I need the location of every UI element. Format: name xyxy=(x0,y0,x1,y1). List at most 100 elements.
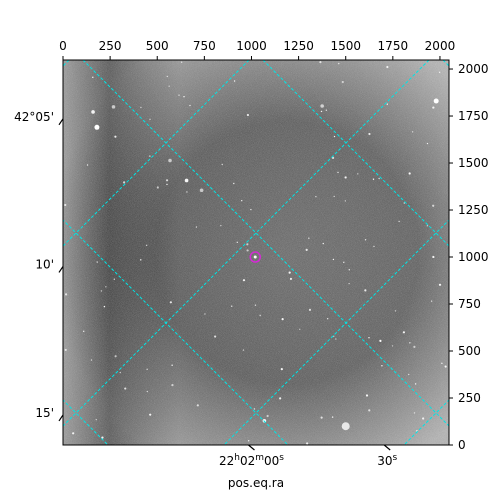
star xyxy=(402,331,406,334)
star xyxy=(343,261,345,264)
star xyxy=(233,182,235,185)
star xyxy=(322,242,324,245)
star xyxy=(114,355,117,358)
star xyxy=(373,245,375,248)
star xyxy=(281,318,284,321)
star xyxy=(166,75,168,78)
star xyxy=(86,164,89,166)
star xyxy=(430,300,433,302)
star xyxy=(92,76,94,78)
star xyxy=(156,186,159,189)
star xyxy=(391,345,394,347)
grid-line-dec xyxy=(223,219,449,445)
star xyxy=(246,113,250,117)
star xyxy=(441,362,443,365)
star xyxy=(91,110,95,114)
star xyxy=(82,330,85,332)
right-tick-label: 500 xyxy=(458,344,481,358)
star xyxy=(333,135,336,138)
top-tick-label: 1000 xyxy=(236,39,267,53)
star xyxy=(320,104,324,108)
star xyxy=(171,364,173,366)
star xyxy=(113,278,116,280)
star xyxy=(254,304,257,306)
star xyxy=(379,339,382,342)
star xyxy=(408,172,411,175)
star xyxy=(195,226,198,228)
star xyxy=(114,135,117,138)
star xyxy=(409,342,411,344)
right-tick-label: 1750 xyxy=(458,109,489,123)
star xyxy=(386,65,389,69)
top-tick-label: 500 xyxy=(146,39,169,53)
star xyxy=(168,85,170,87)
top-tick-label: 1250 xyxy=(283,39,314,53)
star xyxy=(326,318,329,320)
star xyxy=(308,237,310,239)
ra-tick xyxy=(248,444,255,451)
star xyxy=(140,106,142,109)
star xyxy=(320,416,323,419)
star xyxy=(432,106,435,109)
star xyxy=(408,373,410,376)
star xyxy=(365,394,369,397)
star xyxy=(168,158,172,163)
star xyxy=(242,279,246,282)
star xyxy=(364,289,367,292)
star xyxy=(124,387,127,390)
star xyxy=(90,359,93,361)
top-tick-label: 2000 xyxy=(425,39,456,53)
dec-tick-label: 42°05' xyxy=(14,110,54,124)
star xyxy=(337,171,339,174)
star xyxy=(169,301,172,304)
star xyxy=(180,61,183,63)
world-coordinate-ticks: 22h02m00s 30s 42°05' 10' 15' xyxy=(14,110,397,468)
star xyxy=(306,442,309,445)
star xyxy=(178,94,180,96)
star xyxy=(426,142,429,145)
star xyxy=(149,413,152,416)
star xyxy=(111,105,116,109)
star xyxy=(348,282,350,285)
star xyxy=(241,199,243,202)
star xyxy=(105,286,107,288)
star xyxy=(288,271,291,274)
star xyxy=(236,241,238,244)
dec-tick xyxy=(58,266,64,273)
star xyxy=(331,416,334,418)
star xyxy=(289,277,293,280)
star xyxy=(189,104,191,107)
star xyxy=(341,422,350,431)
star xyxy=(344,200,346,202)
star xyxy=(348,269,350,271)
star xyxy=(145,244,148,247)
star xyxy=(253,408,256,410)
right-tick-label: 0 xyxy=(458,438,466,452)
top-pixel-axis: 0 250 500 750 1000 1250 1500 1750 2000 xyxy=(59,39,455,60)
right-tick-label: 1000 xyxy=(458,250,489,264)
star xyxy=(413,345,416,348)
star xyxy=(246,249,249,252)
right-tick-label: 1500 xyxy=(458,156,489,170)
star xyxy=(332,258,335,261)
dec-tick-label: 10' xyxy=(35,257,54,271)
star xyxy=(333,195,335,198)
star xyxy=(199,188,204,193)
star xyxy=(331,156,335,159)
star xyxy=(146,368,148,370)
top-tick-label: 1500 xyxy=(330,39,361,53)
star xyxy=(72,432,75,435)
star xyxy=(101,436,104,439)
star xyxy=(94,124,100,130)
star xyxy=(305,248,308,251)
star xyxy=(422,417,425,420)
star xyxy=(299,328,301,330)
top-tick-label: 250 xyxy=(99,39,122,53)
star xyxy=(398,220,400,223)
right-tick-label: 2000 xyxy=(458,62,489,76)
star xyxy=(247,440,250,442)
star xyxy=(403,202,405,204)
grid-line-ra xyxy=(82,60,449,427)
star xyxy=(279,397,282,400)
